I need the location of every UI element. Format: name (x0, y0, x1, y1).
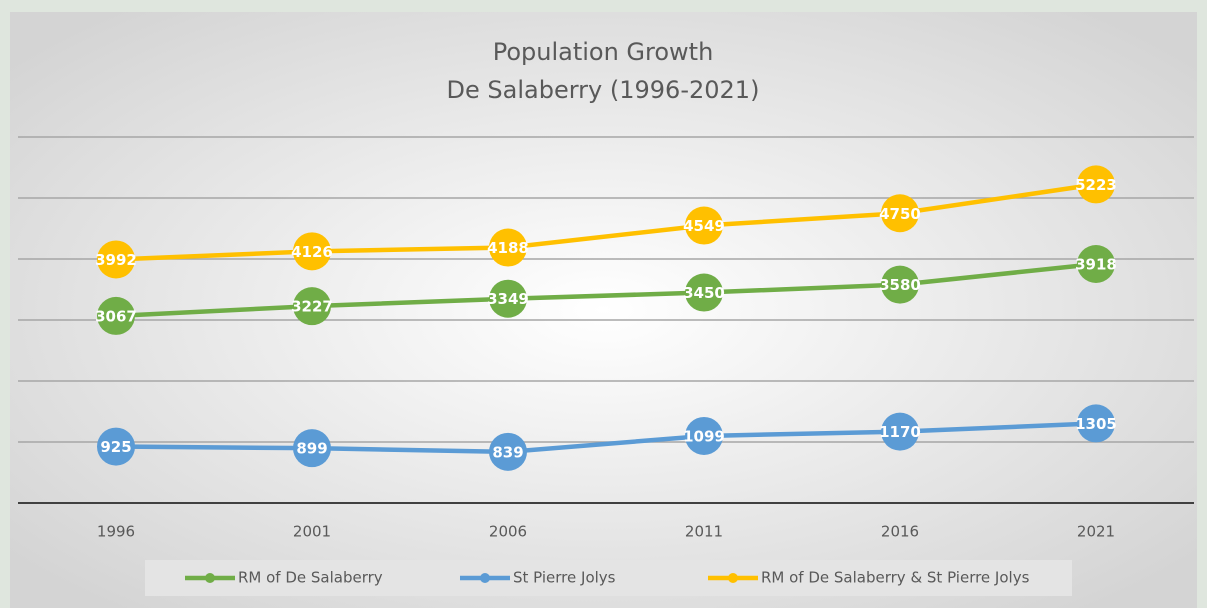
data-label: 1099 (683, 427, 725, 445)
series-line (115, 261, 1097, 319)
data-label: 1305 (1075, 415, 1117, 433)
marker (97, 427, 135, 466)
legend-label: RM of De Salaberry & St Pierre Jolys (761, 569, 1030, 587)
series-line (115, 421, 1097, 455)
marker (293, 287, 331, 326)
marker (1077, 404, 1115, 443)
marker (489, 228, 527, 267)
x-tick-label: 2016 (881, 523, 919, 541)
x-tick-label: 2001 (293, 523, 331, 541)
data-label: 3349 (487, 290, 529, 308)
marker (881, 194, 919, 233)
legend-label: RM of De Salaberry (238, 569, 383, 587)
data-label: 3992 (95, 251, 137, 269)
marker (1077, 165, 1115, 204)
marker (293, 429, 331, 468)
data-label: 4126 (291, 243, 333, 261)
series-line (115, 182, 1097, 262)
marker (97, 296, 135, 335)
chart-subtitle: De Salaberry (1996-2021) (447, 76, 760, 104)
data-label: 3918 (1075, 256, 1117, 274)
marker (489, 432, 527, 471)
legend-marker (205, 573, 215, 583)
marker (685, 206, 723, 245)
data-label: 3067 (95, 307, 137, 325)
marker (489, 279, 527, 318)
marker (881, 265, 919, 304)
data-label: 3227 (291, 298, 333, 316)
data-label: 899 (296, 440, 327, 458)
data-label: 3450 (683, 284, 725, 302)
data-label: 3580 (879, 276, 921, 294)
marker (97, 240, 135, 279)
data-label: 4750 (879, 205, 921, 223)
x-tick-label: 2011 (685, 523, 723, 541)
data-label: 5223 (1075, 176, 1117, 194)
marker (685, 273, 723, 312)
marker (881, 412, 919, 451)
chart-title: Population Growth (493, 38, 714, 66)
x-tick-label: 2021 (1077, 523, 1115, 541)
marker (293, 232, 331, 271)
legend (145, 560, 1072, 596)
x-tick-label: 2006 (489, 523, 527, 541)
data-label: 4549 (683, 217, 725, 235)
data-label: 925 (100, 438, 131, 456)
legend-marker (480, 573, 490, 583)
data-label: 1170 (879, 423, 921, 441)
marker (685, 416, 723, 455)
marker (1077, 245, 1115, 284)
data-label: 4188 (487, 239, 529, 257)
legend-label: St Pierre Jolys (513, 569, 616, 587)
x-tick-label: 1996 (97, 523, 135, 541)
data-label: 839 (492, 443, 523, 461)
legend-marker (728, 573, 738, 583)
